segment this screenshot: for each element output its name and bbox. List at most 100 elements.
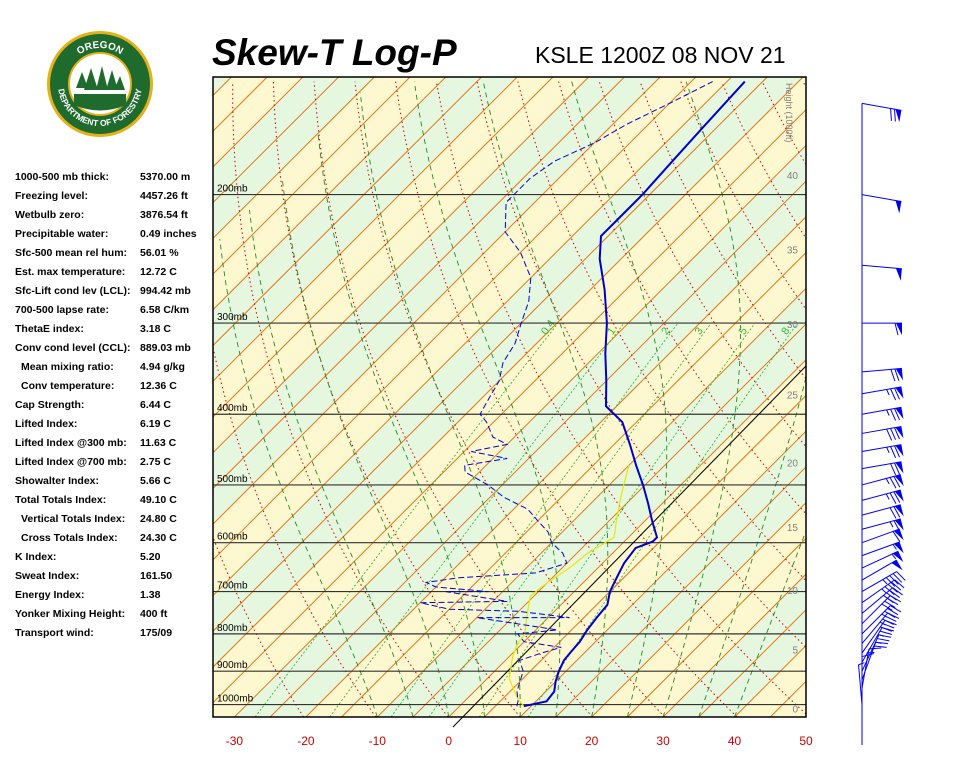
stat-label: Sfc-Lift cond lev (LCL):	[15, 285, 131, 297]
wind-barb-half-feather	[889, 521, 894, 528]
isotherm-line	[269, 180, 806, 717]
wind-barb-feather	[894, 322, 899, 336]
stat-row: Wetbulb zero: 3876.54 ft	[15, 206, 215, 225]
wind-barb-pennant	[895, 386, 904, 399]
wind-barb-half-feather	[886, 446, 890, 454]
wind-barb-staff	[861, 489, 901, 501]
wind-barb-feather	[889, 575, 899, 585]
wind-barb-staff	[861, 648, 870, 689]
wind-barb-half-feather	[858, 662, 865, 666]
wind-barb-staff	[861, 595, 891, 625]
wind-barb-staff	[861, 612, 889, 644]
wind-barb-pennant	[895, 444, 904, 457]
wind-barb-feather	[890, 369, 896, 382]
x-tick-label: 50	[799, 734, 813, 748]
stat-value: 24.80 C	[140, 513, 177, 525]
stat-value: 2.75 C	[140, 456, 171, 468]
height-tick-label: 5	[792, 646, 798, 657]
x-tick-label: 40	[728, 734, 742, 748]
wind-barb-feather	[880, 626, 893, 632]
wind-barb-pennant	[893, 541, 904, 554]
wind-barb	[861, 559, 903, 581]
station-time-label: KSLE 1200Z 08 NOV 21	[535, 42, 786, 68]
isotherm-band	[213, 77, 232, 96]
dry-adiabat	[517, 81, 806, 582]
isotherm-line	[662, 573, 806, 717]
wind-barb-pennant	[896, 323, 902, 336]
stat-row: Cap Strength: 6.44 C	[15, 396, 215, 415]
stat-row: Precipitable water: 0.49 inches	[15, 225, 215, 244]
stat-row: Freezing level: 4457.26 ft	[15, 187, 215, 206]
isotherm-line	[213, 77, 482, 347]
stat-row: Lifted Index @300 mb: 11.63 C	[15, 434, 215, 453]
wind-barb	[861, 518, 904, 532]
wind-barb	[861, 386, 904, 401]
wind-barb-staff	[861, 518, 901, 530]
stat-row: Sfc-500 mean rel hum: 56.01 %	[15, 244, 215, 263]
wind-barb-half-feather	[882, 579, 888, 585]
stat-label: Freezing level:	[15, 190, 88, 202]
wind-barb-feather	[896, 571, 906, 581]
dry-adiabat	[639, 81, 806, 380]
wind-barb-feather	[892, 587, 903, 596]
grid-lines: 0.4 1 2 3 5 8	[0, 77, 806, 717]
wind-barb-staff	[861, 642, 877, 681]
parcel-profile-line	[508, 465, 630, 707]
dry-adiabat	[802, 81, 806, 89]
wind-barb	[861, 647, 882, 689]
isotherm-line	[213, 77, 232, 97]
wind-barb-feather	[892, 573, 903, 583]
wind-barb-pennant	[894, 474, 904, 487]
isotherm-line	[591, 501, 806, 717]
stat-row: Vertical Totals Index: 24.80 C	[15, 510, 215, 529]
dry-adiabat	[232, 81, 449, 717]
stat-value: 12.72 C	[140, 266, 177, 278]
wind-barb-pennant	[895, 461, 904, 474]
stat-row: Est. max temperature: 12.72 C	[15, 263, 215, 282]
wind-barb	[861, 367, 903, 382]
isotherm-band	[213, 77, 806, 717]
stat-row: Conv cond level (CCL): 889.03 mb	[15, 339, 215, 358]
stat-label: Transport wind:	[15, 627, 94, 639]
wind-barb-feather	[894, 427, 900, 440]
wind-barb-half-feather	[892, 544, 897, 550]
stat-value: 161.50	[140, 570, 173, 582]
mixing-ratio-label: 3	[693, 325, 706, 337]
isotherm-line	[805, 716, 806, 717]
stat-row: Mean mixing ratio: 4.94 g/kg	[15, 358, 215, 377]
wind-barb-feather	[889, 492, 897, 504]
isotherm-line	[213, 77, 447, 311]
isotherm-line	[448, 359, 806, 717]
wind-barb-feather	[890, 388, 897, 401]
x-tick-label: 30	[656, 734, 670, 748]
background-bands	[213, 77, 806, 717]
moist-adiabat	[317, 133, 485, 717]
temperature-profile-line	[523, 80, 746, 708]
x-tick-label: -10	[369, 734, 387, 748]
stat-label: Total Totals Index:	[15, 494, 107, 506]
height-tick-label: 10	[787, 586, 799, 597]
wind-barb-pennant	[894, 518, 904, 531]
wind-barb	[861, 528, 904, 544]
isotherm-line	[213, 77, 411, 275]
stat-row: ThetaE index: 3.18 C	[15, 320, 215, 339]
isotherm-line	[341, 251, 806, 717]
wind-barb	[861, 541, 904, 557]
oregon-forestry-logo: OREGON DEPARTMENT OF FORESTRY	[47, 31, 153, 137]
wind-barb	[861, 102, 902, 123]
wind-barb-feather	[893, 476, 901, 488]
stat-row: Transport wind: 175/09	[15, 624, 215, 643]
isotherm-line	[0, 77, 196, 717]
x-tick-label: 0	[445, 734, 452, 748]
wind-barb-staff	[861, 627, 883, 663]
wind-barb-pennant	[893, 529, 904, 541]
wind-barb-half-feather	[886, 389, 890, 396]
stat-row: Energy Index: 1.38	[15, 586, 215, 605]
wind-barb-pennant	[894, 504, 904, 517]
wind-barb-pennant	[895, 368, 903, 381]
wind-barb-pennant	[894, 490, 904, 502]
stat-value: 889.03 mb	[140, 342, 191, 354]
isotherm-line	[213, 77, 518, 382]
mixing-ratio-line	[527, 322, 798, 717]
wind-barb-feather	[893, 520, 901, 532]
